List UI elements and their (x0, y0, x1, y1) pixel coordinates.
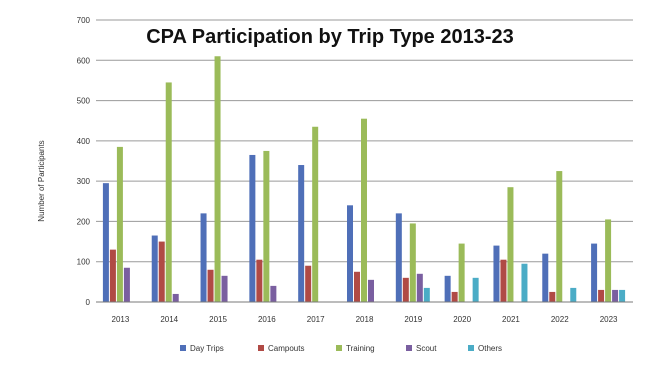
bar (570, 287, 577, 302)
legend-swatch (258, 345, 264, 351)
x-tick-label: 2014 (160, 315, 178, 324)
bar (451, 291, 458, 302)
legend-label: Scout (416, 344, 437, 353)
bar (207, 269, 214, 302)
bar (123, 267, 130, 302)
x-tick-label: 2016 (258, 315, 276, 324)
x-tick-label: 2020 (453, 315, 471, 324)
bar (619, 289, 626, 302)
bar (507, 187, 514, 302)
bar (361, 118, 367, 302)
y-tick-label: 100 (77, 258, 91, 267)
bar (102, 183, 109, 302)
bar (444, 275, 451, 302)
y-tick-label: 600 (77, 56, 91, 65)
bar (305, 265, 312, 302)
bar (500, 259, 507, 302)
legend-swatch (336, 345, 342, 351)
y-axis-ticks: 0 100 200 300 400 500 600 700 (77, 16, 91, 307)
bar (249, 154, 256, 302)
bar (521, 263, 528, 302)
chart-title: CPA Participation by Trip Type 2013-23 (146, 26, 514, 48)
x-tick-label: 2022 (551, 315, 569, 324)
bar (214, 56, 221, 302)
bar (109, 249, 116, 302)
y-tick-label: 300 (77, 177, 91, 186)
y-tick-label: 700 (77, 16, 91, 25)
bar (493, 245, 500, 302)
x-tick-label: 2021 (502, 315, 520, 324)
bar (298, 165, 305, 302)
y-tick-label: 400 (77, 137, 91, 146)
x-axis-ticks: 2013 2014 2015 2016 2017 2018 2019 2020 2021 2022… (112, 315, 619, 324)
bar (354, 271, 360, 302)
bar (458, 243, 465, 302)
legend-label: Day Trips (190, 344, 224, 353)
bar (542, 253, 549, 302)
bar (556, 171, 563, 302)
y-tick-label: 0 (86, 298, 91, 307)
bar (591, 243, 598, 302)
bar (598, 289, 605, 302)
bar (347, 205, 353, 302)
bar (172, 293, 179, 302)
bar (165, 82, 172, 302)
bar (270, 285, 277, 302)
y-tick-label: 200 (77, 217, 91, 226)
legend-swatch (180, 345, 186, 351)
legend-label: Training (346, 344, 375, 353)
x-tick-label: 2018 (356, 315, 374, 324)
bars (102, 56, 626, 302)
bar (256, 259, 263, 302)
bar (368, 279, 374, 302)
x-tick-label: 2019 (404, 315, 422, 324)
bar (416, 273, 423, 302)
x-tick-label: 2017 (307, 315, 325, 324)
bar (158, 241, 165, 302)
bar (395, 213, 402, 302)
x-tick-label: 2013 (112, 315, 130, 324)
y-tick-label: 500 (77, 97, 91, 106)
y-axis-title: Number of Participants (37, 140, 46, 221)
bar (200, 213, 207, 302)
x-tick-label: 2023 (600, 315, 618, 324)
x-tick-label: 2015 (209, 315, 227, 324)
bar (263, 150, 270, 302)
bar (312, 126, 319, 302)
bar (612, 289, 619, 302)
legend-label: Others (478, 344, 502, 353)
bar (605, 219, 612, 302)
bar (472, 277, 479, 302)
bar (151, 235, 158, 302)
legend-swatch (468, 345, 474, 351)
bar (423, 287, 430, 302)
bar (409, 223, 416, 302)
legend-swatch (406, 345, 412, 351)
bar (402, 277, 409, 302)
bar (549, 291, 556, 302)
legend-label: Campouts (268, 344, 304, 353)
bar (221, 275, 228, 302)
bar (116, 146, 123, 302)
legend: Day Trips Campouts Training Scout Others (180, 344, 502, 353)
